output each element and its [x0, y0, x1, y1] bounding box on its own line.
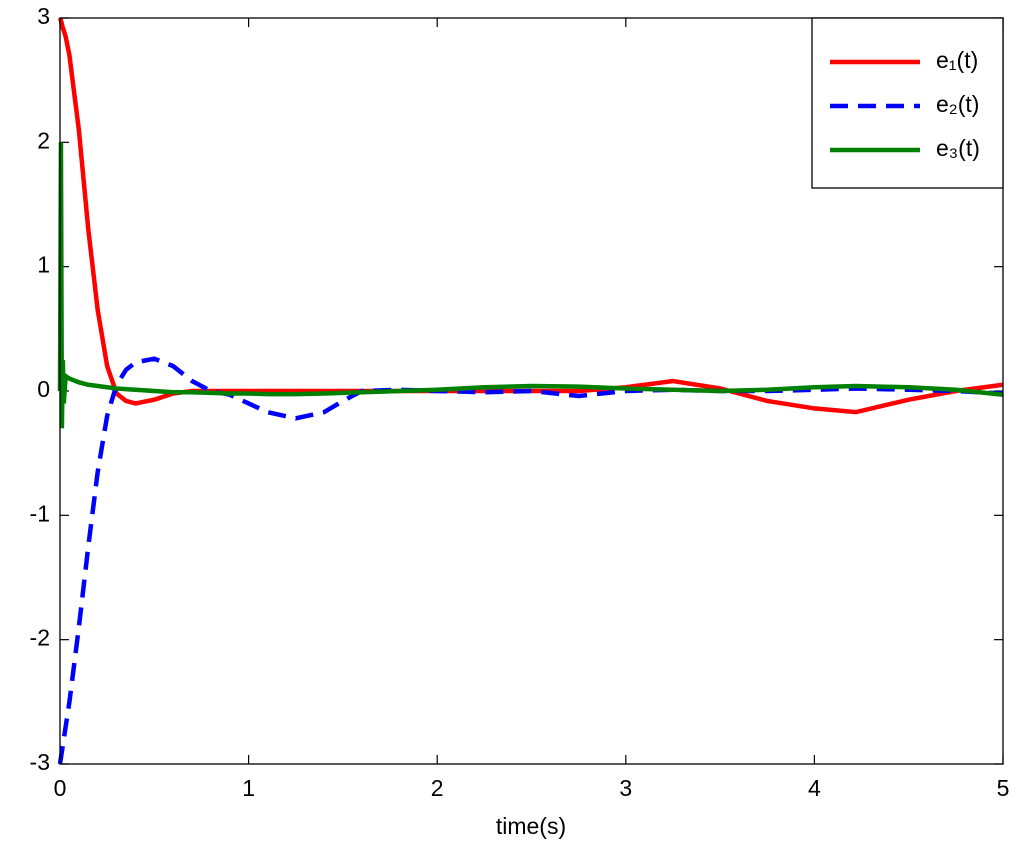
x-axis-label: time(s) — [496, 813, 566, 839]
x-tick-label: 0 — [54, 775, 67, 801]
legend-label: e₂(t) — [936, 91, 979, 117]
y-tick-label: -2 — [30, 625, 50, 651]
legend-box — [811, 17, 1004, 189]
y-tick-label: 3 — [37, 3, 50, 29]
x-tick-label: 5 — [997, 775, 1010, 801]
x-tick-label: 3 — [619, 775, 632, 801]
plot-frame — [59, 17, 1004, 765]
y-tick-label: -3 — [30, 749, 50, 775]
legend-label: e₁(t) — [936, 47, 978, 73]
y-tick-label: 2 — [37, 127, 50, 153]
y-tick-label: -1 — [30, 500, 50, 526]
data-line — [57, 356, 1004, 765]
x-tick-label: 4 — [808, 775, 821, 801]
x-tick-label: 2 — [431, 775, 444, 801]
data-line — [57, 17, 1004, 415]
y-tick-label: 1 — [37, 252, 50, 278]
legend-label: e₃(t) — [936, 135, 980, 161]
x-tick-label: 1 — [242, 775, 255, 801]
data-line — [57, 142, 1004, 429]
y-tick-label: 0 — [37, 376, 50, 402]
